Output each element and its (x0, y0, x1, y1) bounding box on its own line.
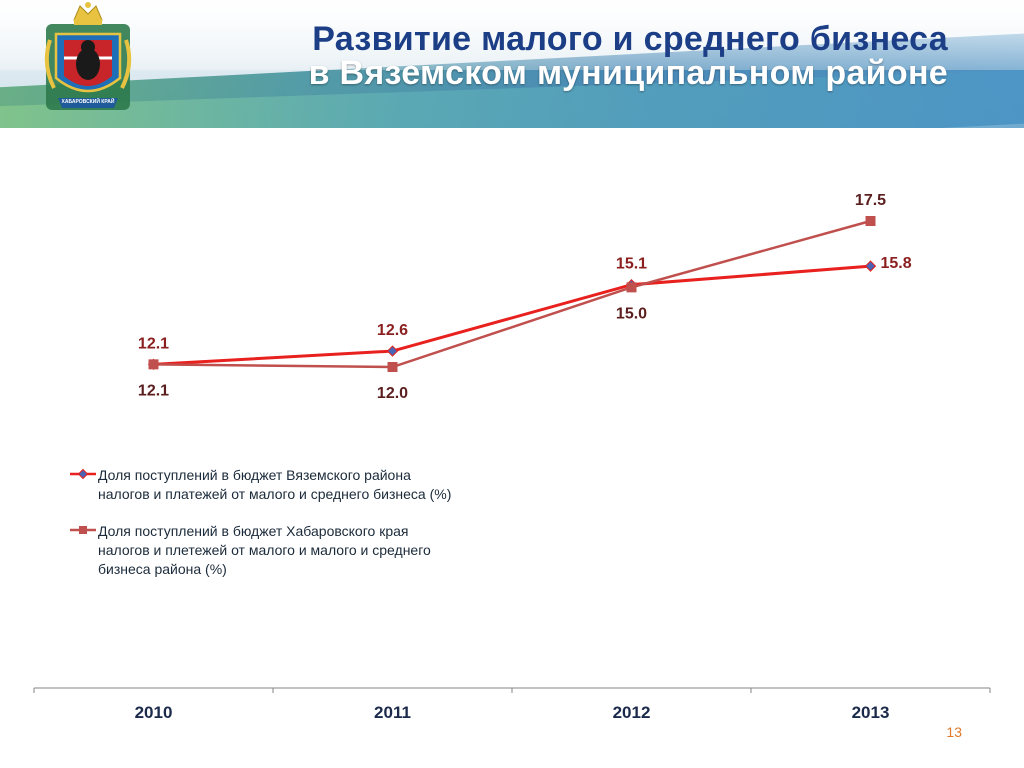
slide-header: ХАБАРОВСКИЙ КРАЙ Развитие малого и средн… (0, 0, 1024, 128)
data-label-series1: 12.6 (377, 322, 408, 339)
data-point-series2 (387, 362, 398, 372)
data-point-series2 (865, 216, 876, 226)
data-label-series1: 15.8 (881, 255, 912, 272)
data-label-series1: 15.1 (616, 256, 647, 273)
data-label-series2: 12.0 (377, 385, 408, 402)
data-point-series1 (864, 260, 877, 272)
legend-square-line-icon (70, 526, 96, 534)
legend-item-khabarovsk: Доля поступлений в бюджет Хабаровского к… (70, 522, 540, 579)
legend-item-vyazemsky: Доля поступлений в бюджет Вяземского рай… (70, 466, 540, 504)
data-point-series2 (626, 282, 637, 293)
series-line-1 (153, 264, 871, 366)
data-point-series1 (386, 345, 399, 357)
data-label-series2: 17.5 (855, 192, 886, 209)
series-line-2 (153, 219, 871, 369)
legend-diamond-line-icon (70, 468, 96, 480)
emblem-caption: ХАБАРОВСКИЙ КРАЙ (61, 99, 115, 105)
chart-legend: Доля поступлений в бюджет Вяземского рай… (70, 466, 540, 597)
x-tick-label: 2011 (374, 703, 411, 722)
slide-title-line1: Развитие малого и среднего бизнеса (312, 20, 948, 58)
legend-label-khabarovsk: Доля поступлений в бюджет Хабаровского к… (98, 523, 431, 577)
x-tick-label: 2010 (135, 703, 173, 722)
data-label-series1: 12.1 (138, 335, 169, 352)
legend-label-vyazemsky: Доля поступлений в бюджет Вяземского рай… (98, 467, 452, 502)
slide-title-line2: в Вяземском муниципальном районе (308, 54, 948, 92)
khabarovsk-krai-coat-of-arms-icon (44, 2, 132, 110)
header-shine (0, 0, 1024, 70)
x-tick-label: 2012 (613, 703, 651, 722)
x-tick-label: 2013 (852, 703, 890, 722)
data-label-series2: 12.1 (138, 382, 169, 399)
data-label-series2: 15.0 (616, 305, 647, 322)
data-point-series2 (148, 359, 159, 370)
page-number: 13 (946, 724, 962, 740)
